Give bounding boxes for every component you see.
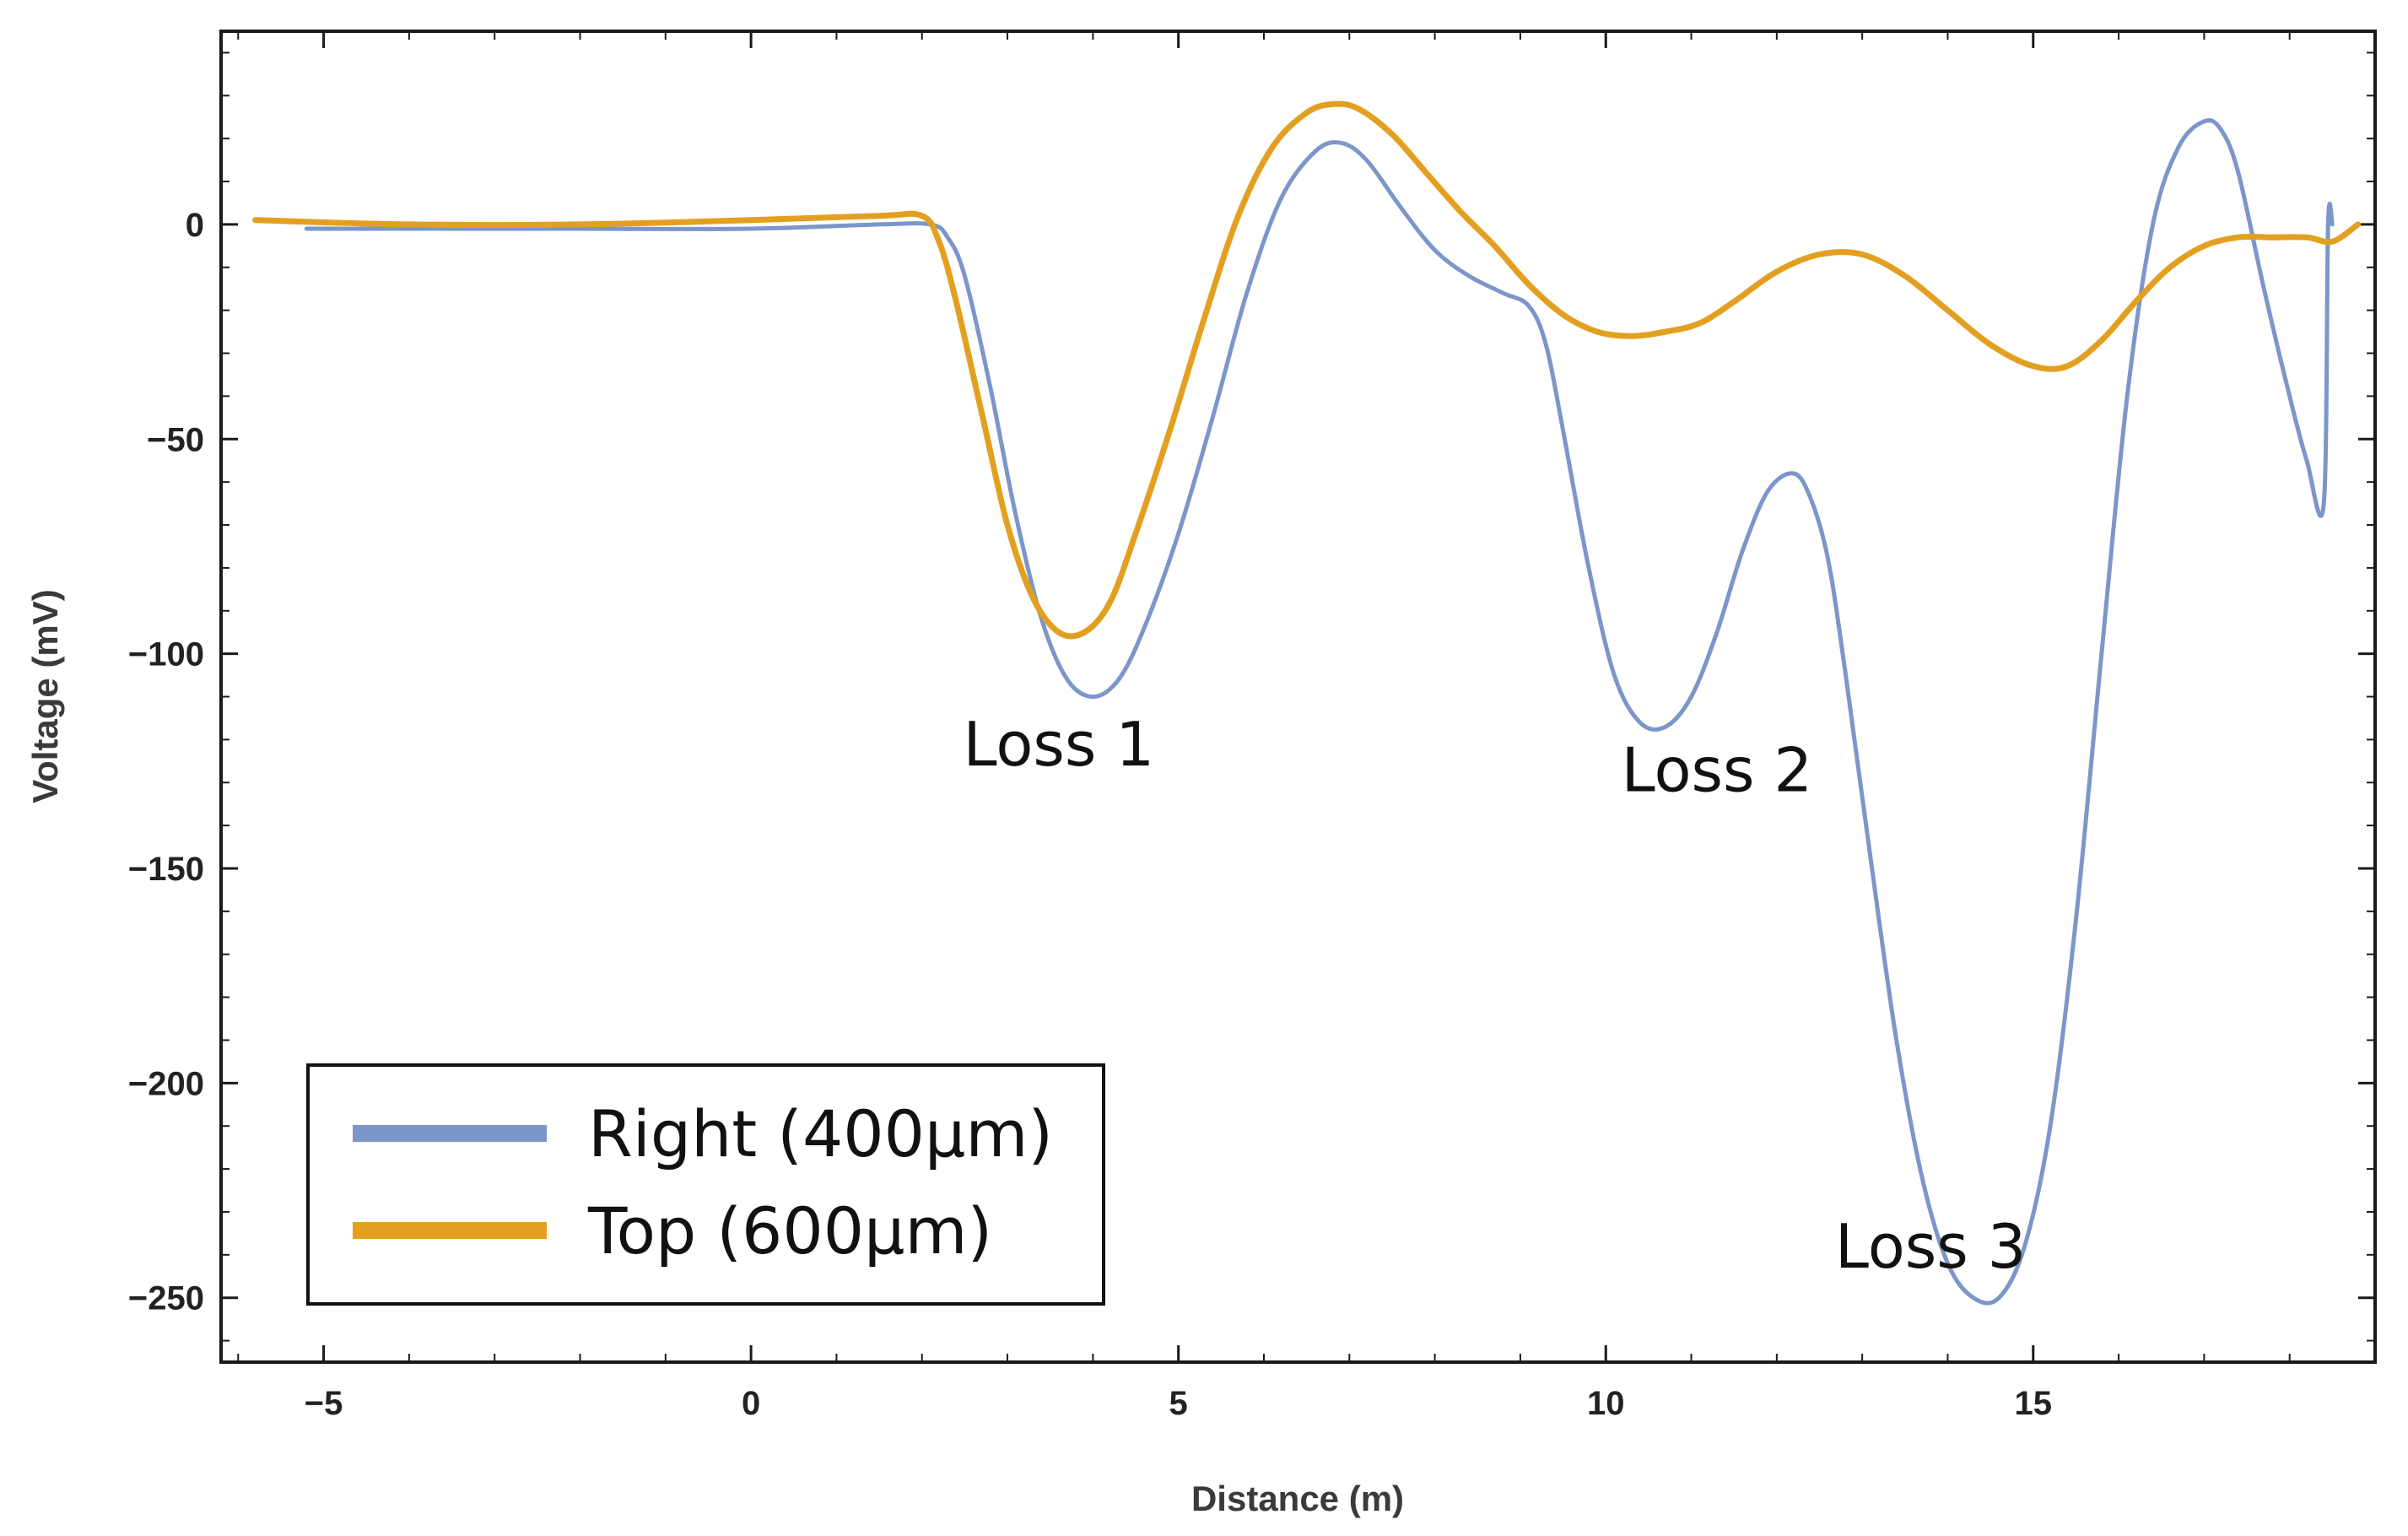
x-tick-label: 15 [2015, 1385, 2053, 1422]
legend-label-right: Right (400µm) [588, 1096, 1053, 1171]
x-axis-title: Distance (m) [1191, 1479, 1404, 1518]
legend: Right (400µm) Top (600µm) [306, 1063, 1105, 1306]
x-tick-label: 10 [1587, 1385, 1625, 1422]
x-tick-label: −5 [305, 1385, 343, 1422]
legend-box [306, 1063, 1105, 1306]
y-axis-title: Voltage (mV) [25, 589, 65, 803]
y-tick-label: 0 [186, 207, 204, 244]
y-tick-label: −100 [128, 636, 204, 673]
ticks-layer: −5 0 5 10 150−50−100−150−200−250 [128, 31, 2376, 1422]
annotations-layer: Loss 1 Loss 2 Loss 3 [964, 709, 2027, 1282]
y-tick-label: −250 [128, 1280, 204, 1317]
y-tick-label: −150 [128, 851, 204, 888]
y-tick-label: −50 [147, 421, 204, 458]
x-tick-label: 5 [1169, 1385, 1188, 1422]
annotation-loss-3: Loss 3 [1835, 1211, 2027, 1282]
legend-label-top: Top (600µm) [587, 1193, 992, 1268]
x-tick-label: 0 [742, 1385, 760, 1422]
y-tick-label: −200 [128, 1065, 204, 1102]
annotation-loss-2: Loss 2 [1622, 734, 1813, 805]
series-line-top [252, 100, 2362, 640]
lines-layer [252, 100, 2362, 1306]
annotation-loss-1: Loss 1 [964, 709, 1155, 780]
